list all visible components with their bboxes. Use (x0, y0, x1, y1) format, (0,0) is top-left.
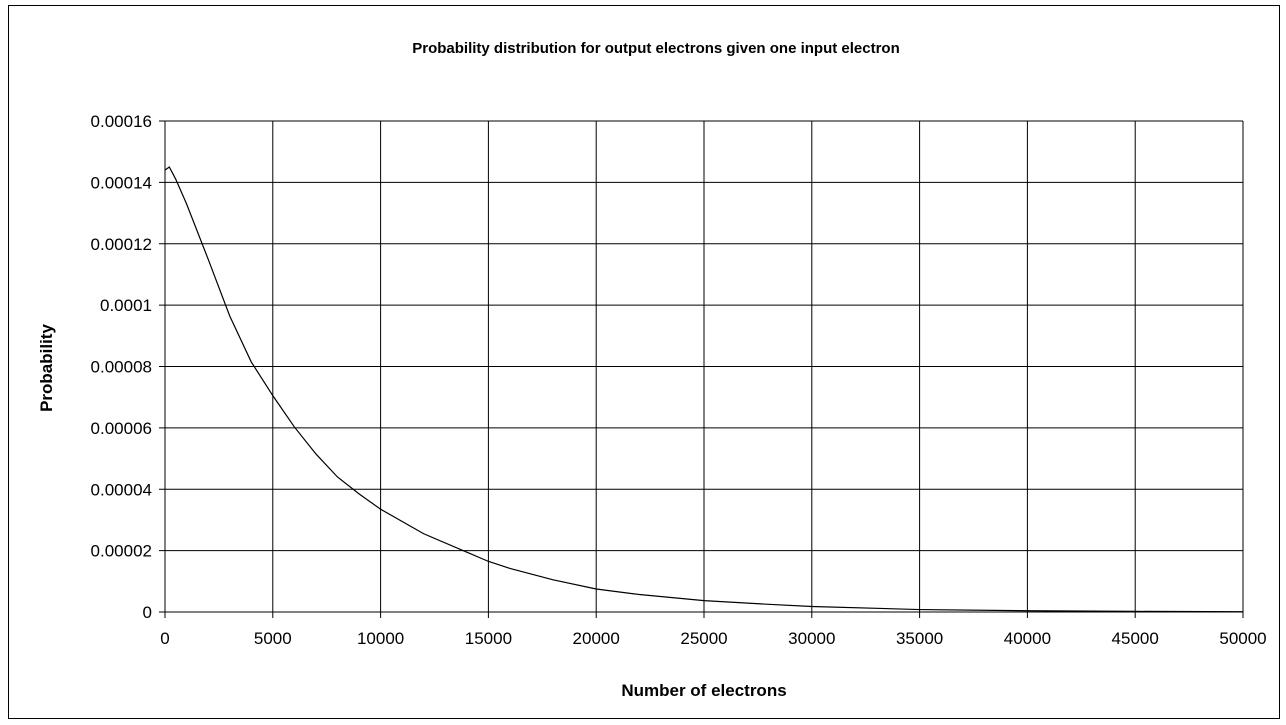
x-axis-label: Number of electrons (621, 681, 786, 700)
grid-lines (165, 120, 1244, 612)
axes (159, 120, 1244, 618)
x-tick-label: 40000 (1004, 629, 1051, 648)
y-tick-label: 0.00012 (91, 235, 152, 254)
y-tick-label: 0 (143, 603, 152, 622)
y-tick-label: 0.0001 (100, 296, 152, 315)
x-tick-label: 0 (160, 629, 169, 648)
chart-title: Probability distribution for output elec… (412, 40, 900, 57)
y-tick-label: 0.00006 (91, 419, 152, 438)
x-tick-label: 15000 (465, 629, 512, 648)
y-tick-label: 0.00004 (91, 480, 152, 499)
x-tick-label: 30000 (788, 629, 835, 648)
y-axis-label: Probability (37, 324, 56, 412)
y-tick-label: 0.00002 (91, 542, 152, 561)
x-tick-label: 35000 (896, 629, 943, 648)
x-tick-label: 25000 (680, 629, 727, 648)
x-tick-label: 10000 (357, 629, 404, 648)
x-tick-label: 50000 (1219, 629, 1266, 648)
y-tick-label: 0.00008 (91, 358, 152, 377)
y-tick-label: 0.00016 (91, 112, 152, 131)
chart-frame (8, 5, 1280, 719)
y-tick-label: 0.00014 (91, 173, 152, 192)
probability-series-line (164, 166, 1244, 613)
x-tick-labels: 0 5000 10000 15000 20000 25000 30000 35000 40000… (160, 629, 1266, 648)
x-tick-label: 20000 (573, 629, 620, 648)
x-tick-label: 5000 (254, 629, 292, 648)
x-tick-label: 45000 (1112, 629, 1159, 648)
y-tick-labels: 0 0.00002 0.00004 0.00006 0.00008 0.0001 0.000… (91, 112, 152, 622)
